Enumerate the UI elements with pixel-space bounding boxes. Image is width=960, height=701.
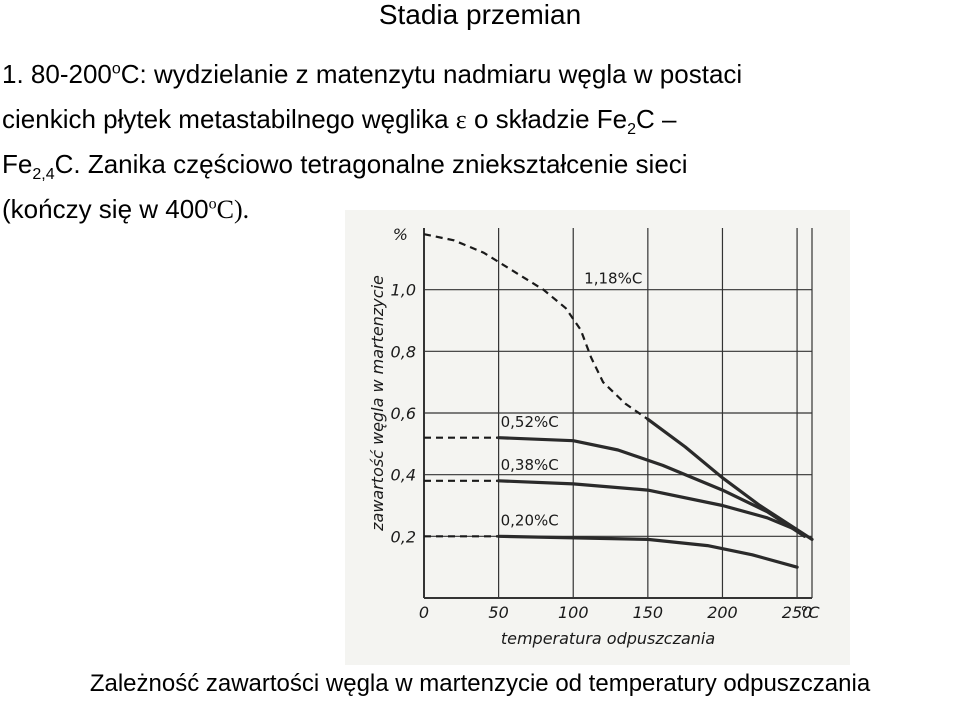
x-unit-label: °C [800,603,820,622]
description-paragraph: 1. 80-200oC: wydzielanie z matenzytu nad… [2,52,960,232]
slide-title: Stadia przemian [378,0,582,30]
text-celsius: C). [216,195,250,224]
series-solid-2 [497,479,799,532]
x-tick-label-100: 100 [558,603,589,622]
series-label-0: 1,18%C [584,270,642,288]
y-unit-label: % [393,225,408,244]
epsilon-symbol: ε [455,105,467,134]
text-ends: (kończy się w 400 [2,194,209,224]
series-dashed-0 [423,233,649,421]
series-solid-0 [646,417,814,541]
chart-container: 0 50 100 150 200 250 °C 0,2 0,4 0,6 0,8 1,0% tempera… [345,210,850,665]
chart-labels: 0 50 100 150 200 250°C 0,2 0,4 0,6 0,8 1,0% tempera… [368,225,820,648]
y-tick-label-3: 0,8 [391,342,416,361]
x-tick-label-250: 250 [782,603,813,622]
subscript-2: 2 [627,121,637,139]
series-solid-1 [497,436,807,538]
text-stage-desc: C: wydzielanie z matenzytu nadmiaru węgl… [120,59,743,89]
y-tick-label-2: 0,6 [391,404,416,423]
series-label-2: 0,38%C [501,456,559,474]
series-label-1: 0,52%C [501,413,559,431]
x-tick-label-150: 150 [633,603,664,622]
paragraph-line-4: (kończy się w 400oC). [2,187,960,232]
degree-sup-2: o [208,195,217,213]
chart-grid [423,228,813,599]
figure-caption: Zależność zawartości węgla w martenzycie… [89,670,871,697]
degree-sup: o [111,60,121,78]
series-solid-3 [497,534,799,569]
paragraph-line-3: Fe2,4C. Zanika częściowo tetragonalne zn… [2,142,960,187]
text-fe: Fe [2,149,33,179]
y-tick-label-1: 0,4 [391,466,416,485]
y-tick-label-0: 0,2 [391,527,416,546]
x-axis-title: temperatura odpuszczania [501,629,715,648]
text-tetragonal: C. Zanika częściowo tetragonalne znieksz… [54,149,688,179]
x-tick-label-50: 50 [488,603,508,622]
x-tick-label-0: 0 [419,603,429,622]
text-carbide: cienkich płytek metastabilnego węglika [2,104,456,134]
x-tick-label-200: 200 [707,603,738,622]
text-stage: 1. 80-200 [2,59,112,89]
series-label-3: 0,20%C [501,512,559,530]
carbon-martensite-chart: 0 50 100 150 200 250°C 0,2 0,4 0,6 0,8 1,0% tempera… [368,225,820,648]
y-tick-label-4: 1,0 [391,281,416,300]
paragraph-line-1: 1. 80-200oC: wydzielanie z matenzytu nad… [2,52,960,97]
text-composition: o składzie Fe [466,104,628,134]
y-axis-title: zawartość węgla w martenzycie [368,275,387,532]
chart-series [423,233,814,569]
paragraph-line-2: cienkich płytek metastabilnego węglika ε… [2,97,960,142]
text-fe2c: C – [636,104,677,134]
subscript-24: 2,4 [32,166,55,184]
